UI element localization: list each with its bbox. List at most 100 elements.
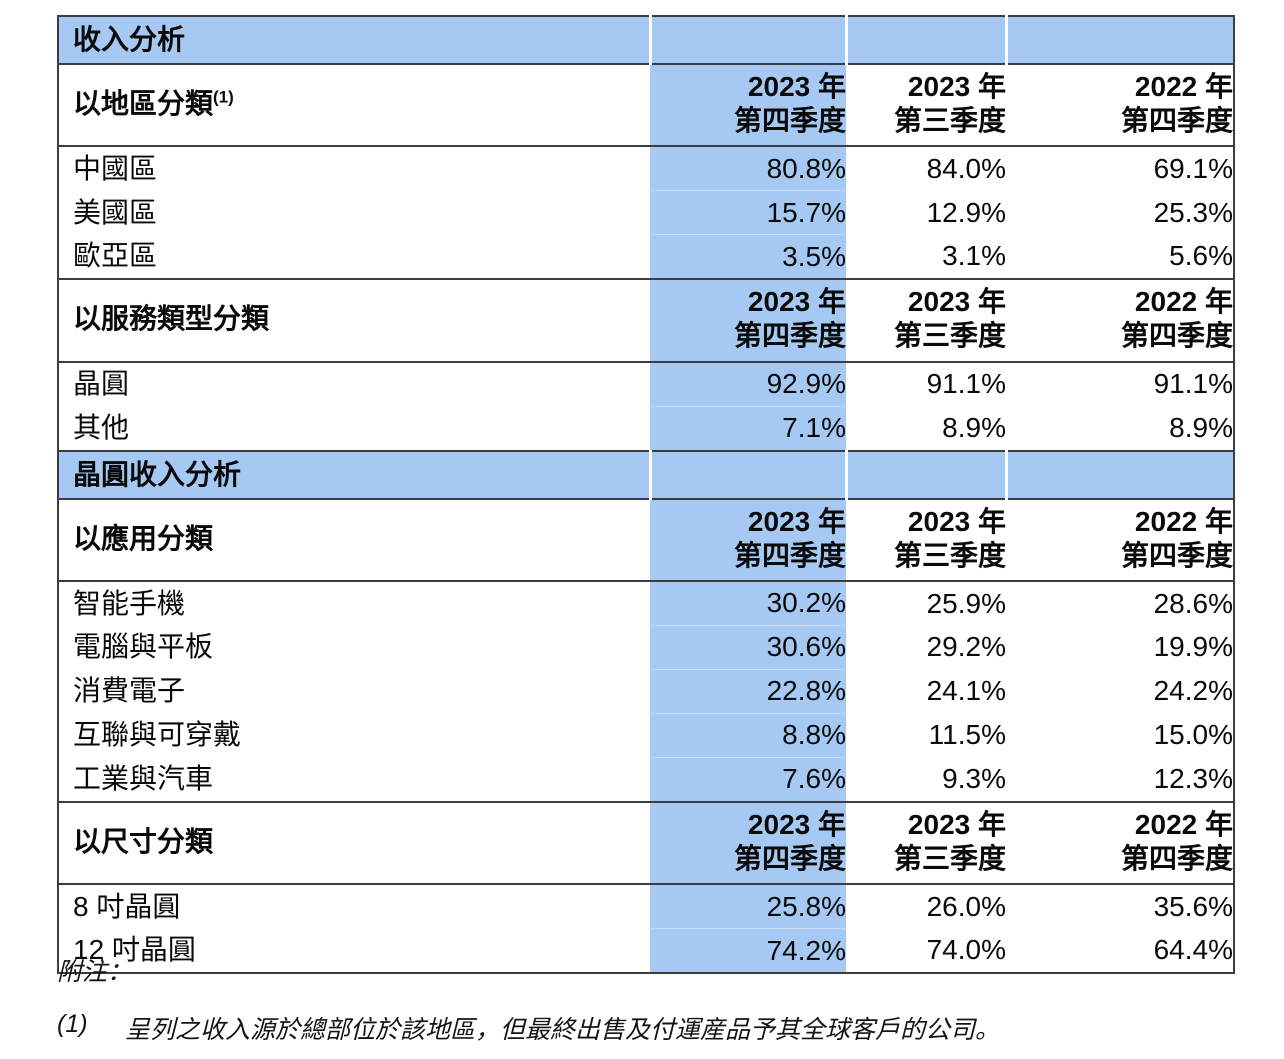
- value-cell: 28.6%: [1153, 587, 1233, 619]
- row-label: 12 吋晶圓: [73, 934, 196, 966]
- section-label-text: 以地區分類: [73, 88, 214, 120]
- value-cell: 64.4%: [1153, 934, 1233, 966]
- group-title-row: 收入分析: [58, 15, 1234, 65]
- group-title-label: 收入分析: [58, 15, 650, 65]
- data-row: 12 吋晶圓 74.2% 74.0% 64.4%: [58, 928, 1234, 974]
- column-header: 2022 年第四季度: [1006, 62, 1234, 148]
- value-cell: 74.0%: [926, 934, 1006, 966]
- column-header-year: 2022 年: [1134, 505, 1233, 537]
- group-title-filler: [648, 449, 846, 500]
- data-row: 其他 7.1% 8.9% 8.9%: [58, 406, 1234, 452]
- section-label-text: 以尺寸分類: [73, 826, 214, 858]
- value-cell: 74.2%: [650, 928, 846, 974]
- value-cell: 25.3%: [1153, 196, 1233, 228]
- data-row: 消費電子 22.8% 24.1% 24.2%: [58, 669, 1234, 714]
- column-header-quarter: 第三季度: [893, 843, 1006, 875]
- footnotes-title: 附注：: [57, 958, 133, 986]
- value-cell: 15.0%: [1153, 719, 1233, 751]
- column-header-quarter: 第四季度: [733, 320, 846, 352]
- row-label: 美國區: [73, 196, 158, 228]
- column-header: 2022 年第四季度: [1006, 278, 1234, 363]
- column-header-quarter: 第四季度: [733, 105, 846, 137]
- value-cell: 91.1%: [926, 368, 1006, 400]
- section-label-text: 以應用分類: [73, 522, 214, 554]
- value-cell: 9.3%: [942, 763, 1006, 795]
- column-header: 2022 年第四季度: [1006, 497, 1234, 582]
- value-cell: 3.5%: [650, 234, 846, 280]
- group-title-row: 晶圓收入分析: [58, 449, 1234, 500]
- column-header-quarter: 第四季度: [1120, 539, 1233, 571]
- column-header: 2023 年第三季度: [846, 62, 1006, 148]
- value-cell: 3.1%: [942, 240, 1006, 272]
- value-cell: 35.6%: [1153, 890, 1233, 922]
- column-header: 2023 年第三季度: [846, 278, 1006, 363]
- row-label: 其他: [73, 411, 130, 443]
- group-title-filler: [1004, 449, 1234, 500]
- column-header-year: 2023 年: [907, 71, 1006, 102]
- value-cell: 11.5%: [928, 719, 1006, 751]
- data-row: 電腦與平板 30.6% 29.2% 19.9%: [58, 625, 1234, 670]
- column-header-year: 2023 年: [907, 808, 1006, 840]
- value-cell: 8.8%: [650, 713, 846, 758]
- column-header: 2023 年第三季度: [846, 497, 1006, 582]
- value-cell: 25.9%: [926, 587, 1006, 619]
- footnote-marker: (1): [57, 1010, 88, 1038]
- column-header: 2023 年第四季度: [650, 497, 846, 582]
- data-row: 8 吋晶圓 25.8% 26.0% 35.6%: [58, 884, 1234, 930]
- value-cell: 69.1%: [1153, 152, 1233, 184]
- section-header-row: 以應用分類 2023 年第四季度 2023 年第三季度 2022 年第四季度: [58, 497, 1234, 582]
- footnote-item: (1) 呈列之收入源於總部位於該地區，但最終出售及付運産品予其全球客戶的公司。: [57, 1010, 1237, 1046]
- revenue-table-body: 收入分析 以地區分類(1) 2023 年第四季度 2023 年第三季度 2022 年第四…: [58, 15, 1234, 974]
- row-label: 8 吋晶圓: [73, 890, 181, 922]
- column-header-quarter: 第四季度: [733, 843, 846, 875]
- section-header-row: 以尺寸分類 2023 年第四季度 2023 年第三季度 2022 年第四季度: [58, 800, 1234, 886]
- column-header: 2022 年第四季度: [1006, 800, 1234, 886]
- section-label: 以地區分類(1): [58, 62, 650, 148]
- value-cell: 19.9%: [1153, 631, 1233, 663]
- row-label: 歐亞區: [73, 240, 158, 272]
- data-row: 智能手機 30.2% 25.9% 28.6%: [58, 580, 1234, 626]
- column-header-quarter: 第四季度: [1120, 105, 1233, 137]
- column-header-year: 2023 年: [747, 286, 846, 318]
- column-header-quarter: 第四季度: [1120, 320, 1233, 352]
- value-cell: 84.0%: [926, 152, 1006, 184]
- value-cell: 24.1%: [926, 675, 1006, 707]
- column-header-quarter: 第四季度: [733, 539, 846, 571]
- revenue-analysis-table: 收入分析 以地區分類(1) 2023 年第四季度 2023 年第三季度 2022 年第四…: [57, 15, 1235, 975]
- footnote-text: 呈列之收入源於總部位於該地區，但最終出售及付運産品予其全球客戶的公司。: [125, 1016, 1001, 1044]
- value-cell: 92.9%: [650, 361, 846, 407]
- section-label: 以應用分類: [58, 497, 650, 582]
- section-label: 以服務類型分類: [58, 278, 650, 363]
- section-label-text: 以服務類型分類: [73, 303, 270, 335]
- value-cell: 80.8%: [650, 146, 846, 192]
- row-label: 中國區: [73, 152, 158, 184]
- group-title-filler: [648, 15, 846, 65]
- value-cell: 8.9%: [942, 411, 1006, 443]
- section-label-footnote-ref: (1): [213, 87, 234, 107]
- value-cell: 8.9%: [1169, 411, 1233, 443]
- group-title-filler: [844, 15, 1006, 65]
- section-header-row: 以地區分類(1) 2023 年第四季度 2023 年第三季度 2022 年第四季度: [58, 62, 1234, 148]
- row-label: 晶圓: [73, 368, 130, 400]
- section-label: 以尺寸分類: [58, 800, 650, 886]
- column-header-year: 2022 年: [1134, 286, 1233, 318]
- row-label: 智能手機: [73, 587, 186, 619]
- value-cell: 30.6%: [650, 625, 846, 670]
- value-cell: 24.2%: [1153, 675, 1233, 707]
- value-cell: 12.9%: [926, 196, 1006, 228]
- column-header: 2023 年第四季度: [650, 62, 846, 148]
- value-cell: 12.3%: [1153, 763, 1233, 795]
- column-header-year: 2023 年: [747, 71, 846, 102]
- value-cell: 15.7%: [650, 190, 846, 236]
- value-cell: 26.0%: [926, 890, 1006, 922]
- column-header-year: 2023 年: [747, 505, 846, 537]
- group-title-label: 晶圓收入分析: [58, 449, 650, 500]
- column-header-quarter: 第三季度: [893, 105, 1006, 137]
- value-cell: 25.8%: [650, 884, 846, 930]
- footnotes: 附注： (1) 呈列之收入源於總部位於該地區，但最終出售及付運産品予其全球客戶的…: [57, 952, 1237, 1046]
- data-row: 工業與汽車 7.6% 9.3% 12.3%: [58, 757, 1234, 803]
- row-label: 工業與汽車: [73, 763, 214, 795]
- column-header: 2023 年第四季度: [650, 800, 846, 886]
- data-row: 中國區 80.8% 84.0% 69.1%: [58, 146, 1234, 192]
